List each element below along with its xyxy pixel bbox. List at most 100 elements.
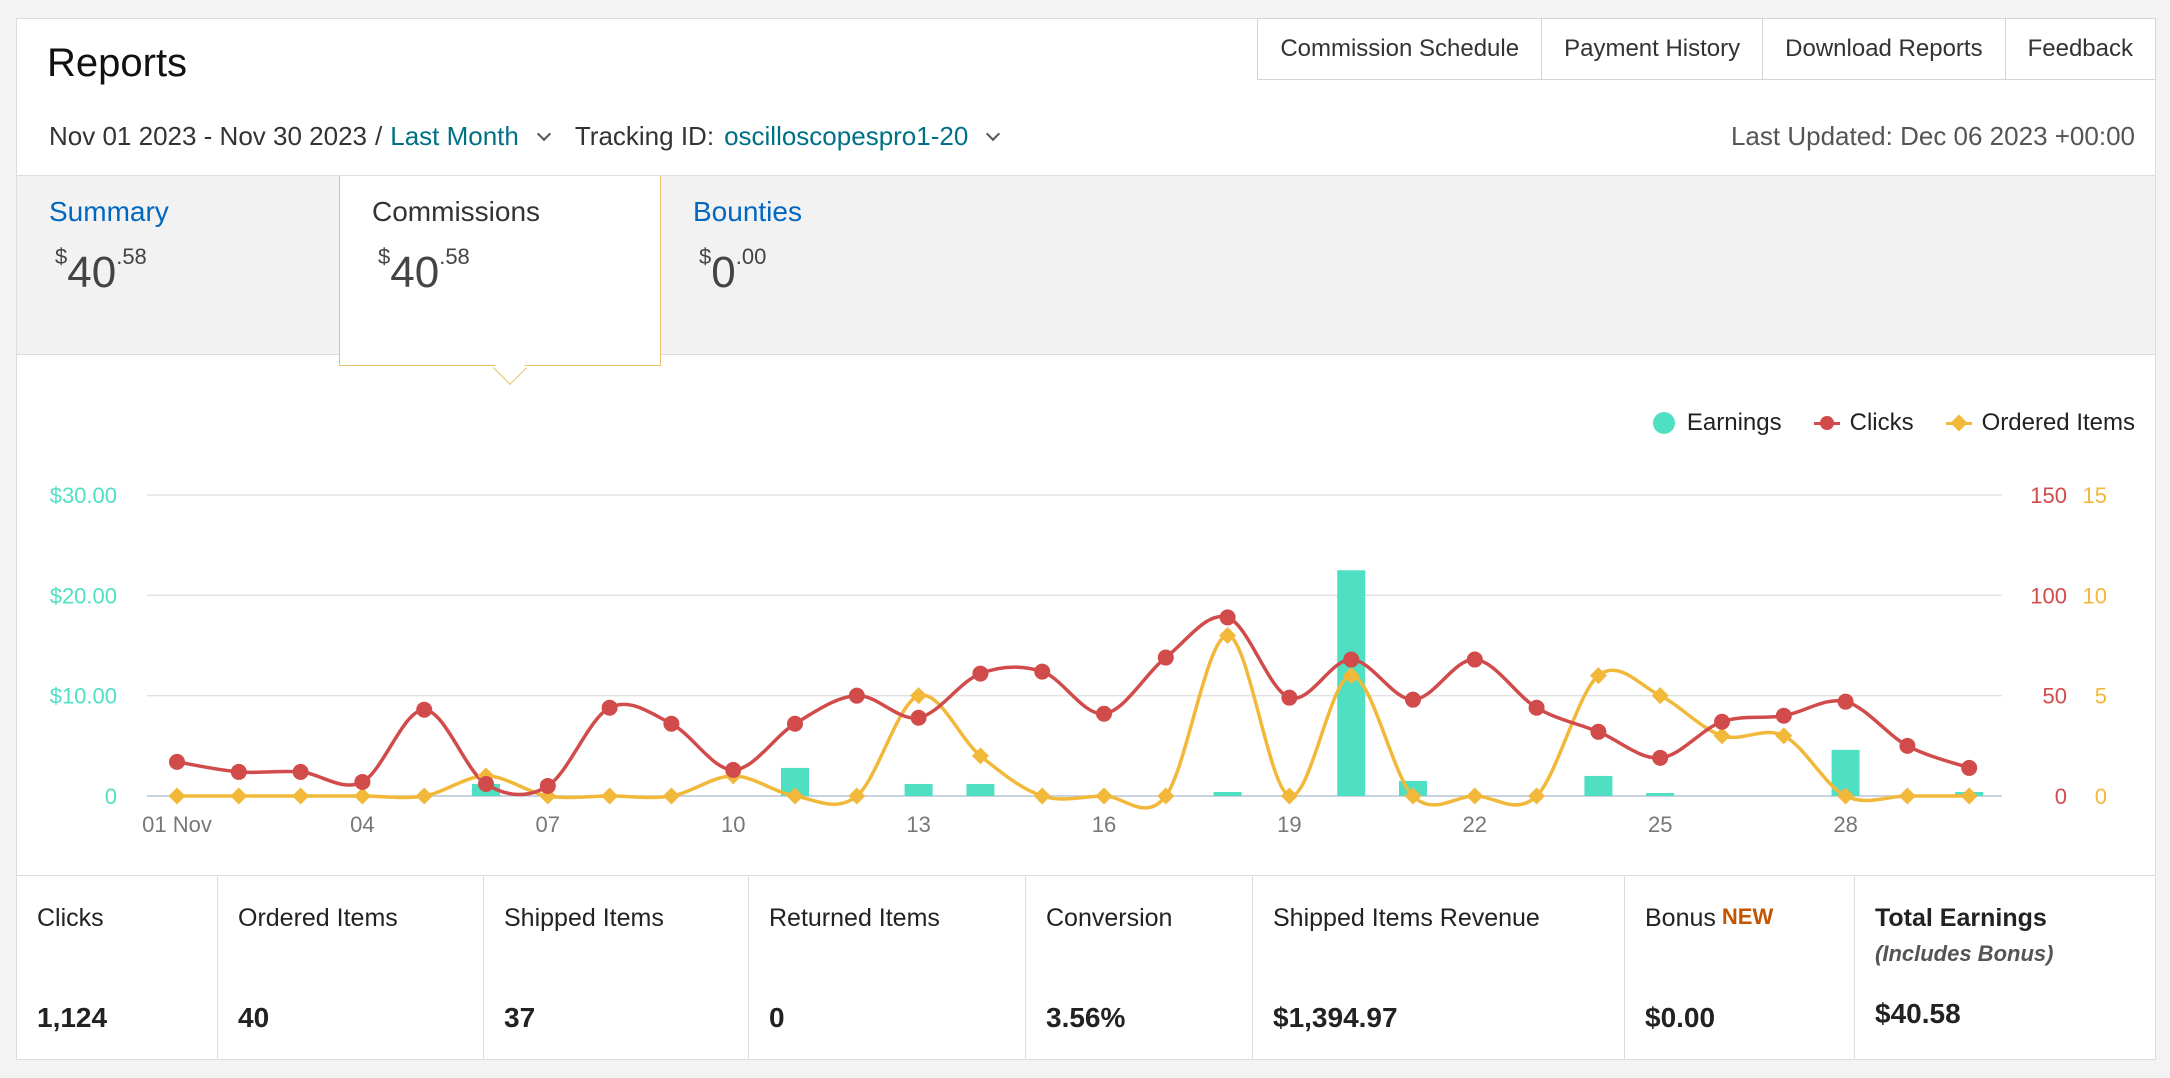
reports-panel: Reports Commission Schedule Payment Hist… — [16, 18, 2156, 1060]
date-range: Nov 01 2023 - Nov 30 2023 — [49, 121, 367, 151]
clicks-point — [230, 763, 247, 780]
y-right-clicks-tick-label: 50 — [2043, 684, 2067, 709]
ordered-items-point — [353, 787, 371, 805]
tracking-id-dropdown[interactable]: oscilloscopespro1-20 — [724, 121, 969, 151]
clicks-point — [1528, 699, 1545, 716]
stat-returned-items: Returned Items 0 — [749, 876, 1026, 1060]
tab-summary[interactable]: Summary $ 40 .58 — [17, 176, 339, 356]
bonus-label: Bonus — [1645, 904, 1716, 932]
chevron-down-icon[interactable] — [986, 126, 1001, 141]
period-dropdown[interactable]: Last Month — [390, 121, 519, 151]
ordered-items-point — [1280, 787, 1298, 805]
ordered-items-point — [1157, 787, 1175, 805]
amount-cents: .00 — [735, 244, 767, 269]
y-right-ordered-tick-label: 5 — [2095, 684, 2107, 709]
stat-label: Clicks — [37, 904, 104, 932]
chevron-down-icon[interactable] — [536, 126, 551, 141]
commission-schedule-button[interactable]: Commission Schedule — [1257, 18, 1543, 80]
x-tick-label: 13 — [906, 812, 930, 837]
earnings-bar — [966, 783, 995, 796]
y-right-clicks-tick-label: 100 — [2030, 583, 2067, 608]
ordered-items-point — [1033, 787, 1051, 805]
clicks-point — [1899, 737, 1916, 754]
tab-commissions-label[interactable]: Commissions — [372, 196, 541, 227]
stat-label: Conversion — [1046, 904, 1173, 932]
y-right-ordered-tick-label: 15 — [2083, 483, 2107, 508]
x-tick-label: 04 — [350, 812, 374, 837]
page-title: Reports — [47, 41, 188, 85]
clicks-point — [601, 699, 618, 716]
clicks-point — [169, 753, 185, 770]
new-badge: NEW — [1721, 904, 1774, 929]
clicks-point — [1466, 651, 1483, 668]
clicks-line — [176, 614, 1970, 797]
legend-clicks[interactable]: Clicks — [1813, 409, 1914, 437]
feedback-button[interactable]: Feedback — [2005, 18, 2156, 80]
x-tick-label: 28 — [1833, 812, 1857, 837]
stat-shipped-revenue: Shipped Items Revenue $1,394.97 — [1253, 876, 1625, 1060]
stat-sublabel: (Includes Bonus) — [1875, 941, 2054, 966]
legend-ordered-items[interactable]: Ordered Items — [1945, 409, 2135, 437]
report-tabs: Summary $ 40 .58 Commissions $ 40 .58 Bo… — [17, 175, 2155, 385]
tab-commissions[interactable]: Commissions $ 40 .58 — [339, 176, 661, 385]
stat-value: 40 — [238, 1002, 270, 1033]
clicks-point — [1714, 713, 1730, 730]
clicks-point — [478, 775, 494, 792]
clicks-point — [787, 715, 803, 732]
legend-ordered-items-label: Ordered Items — [1981, 409, 2135, 436]
amount-dollars: 40 — [67, 248, 117, 297]
clicks-point — [1219, 609, 1236, 626]
tab-bounties-amount: $ 0 .00 — [693, 238, 951, 298]
x-tick-label: 22 — [1463, 812, 1487, 837]
stat-value: 3.56% — [1046, 1002, 1126, 1033]
clicks-point — [848, 687, 865, 704]
ordered-items-point — [1837, 787, 1855, 805]
clicks-point — [663, 715, 680, 732]
stat-value: $40.58 — [1875, 998, 1961, 1029]
clicks-point — [539, 777, 556, 794]
ordered-items-point — [1898, 787, 1916, 805]
clicks-point — [1590, 723, 1607, 740]
legend-earnings-label: Earnings — [1686, 409, 1782, 436]
top-nav: Commission Schedule Payment History Down… — [1257, 18, 2156, 80]
y-right-ordered-tick-label: 10 — [2083, 583, 2107, 608]
download-reports-button[interactable]: Download Reports — [1763, 18, 2006, 80]
ordered-items-point — [848, 787, 866, 805]
stat-label: Total Earnings — [1875, 904, 2047, 932]
tab-bounties-label[interactable]: Bounties — [693, 196, 802, 227]
ordered-items-point — [1960, 787, 1978, 805]
y-left-tick-label: $20.00 — [50, 583, 117, 608]
filters-bar: Nov 01 2023 - Nov 30 2023 / Last Month T… — [49, 121, 1016, 152]
earnings-bar — [1213, 791, 1242, 796]
chart-legend: Earnings Clicks Ordered Items — [1621, 409, 2135, 437]
clicks-point — [910, 709, 927, 726]
tab-bounties[interactable]: Bounties $ 0 .00 — [661, 176, 983, 356]
clicks-point — [1343, 651, 1360, 668]
stat-label: Shipped Items Revenue — [1273, 904, 1540, 932]
ordered-items-point — [910, 687, 928, 705]
payment-history-button[interactable]: Payment History — [1542, 18, 1764, 80]
stat-total-earnings: Total Earnings (Includes Bonus) $40.58 — [1855, 876, 2155, 1060]
x-tick-label: 10 — [721, 812, 745, 837]
clicks-swatch — [1813, 415, 1840, 430]
currency-symbol: $ — [55, 244, 68, 269]
stats-row: Clicks 1,124 Ordered Items 40 Shipped It… — [17, 875, 2155, 1060]
x-tick-label: 16 — [1092, 812, 1116, 837]
currency-symbol: $ — [699, 244, 712, 269]
ordered-items-point — [230, 787, 248, 805]
stat-label: Returned Items — [769, 904, 940, 932]
clicks-point — [1405, 691, 1421, 708]
x-tick-label: 19 — [1277, 812, 1301, 837]
ordered-items-point — [1713, 727, 1731, 745]
clicks-point — [972, 665, 989, 682]
stat-clicks: Clicks 1,124 — [17, 876, 218, 1060]
tracking-id-label: Tracking ID: — [574, 121, 715, 151]
clicks-point — [725, 761, 742, 778]
stat-value: $0.00 — [1645, 1002, 1716, 1033]
legend-earnings[interactable]: Earnings — [1652, 409, 1782, 437]
tab-summary-label[interactable]: Summary — [49, 196, 169, 227]
ordered-items-point — [601, 787, 619, 805]
earnings-bar — [904, 783, 933, 796]
ordered-items-point — [786, 787, 804, 805]
ordered-items-point — [1466, 787, 1484, 805]
